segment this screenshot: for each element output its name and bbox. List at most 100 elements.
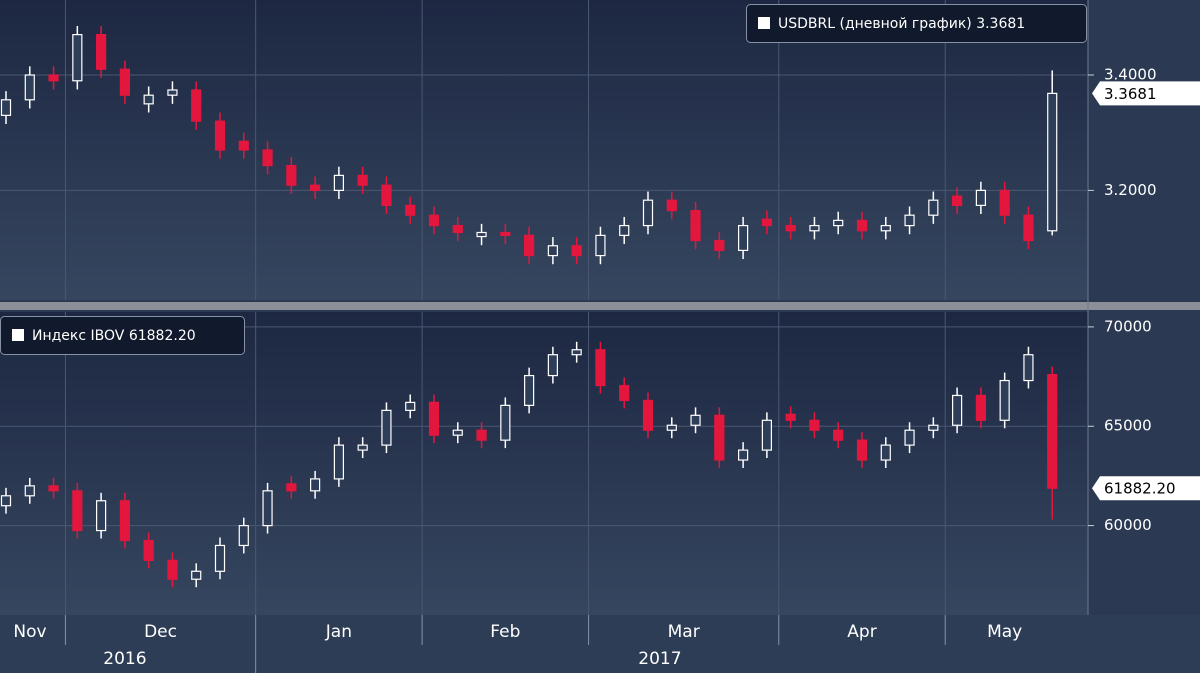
candle-body (714, 414, 725, 461)
candle-body (167, 559, 178, 580)
year-label: 2016 (103, 649, 146, 669)
legend-label: USDBRL (дневной график) 3.3681 (778, 16, 1025, 32)
candle-body (238, 524, 249, 547)
candle-body (428, 214, 440, 227)
candle-body (452, 224, 463, 234)
candle-body (880, 224, 891, 232)
y-tick-label: 3.2000 (1104, 181, 1157, 199)
candle-body (191, 570, 202, 580)
candle-body (833, 429, 844, 441)
legend-label: Индекс IBOV 61882.20 (32, 328, 196, 344)
legend-box (746, 4, 1087, 43)
candle-body (24, 485, 35, 497)
candle-body (880, 444, 891, 461)
candle-body (286, 483, 297, 492)
candle-body (952, 394, 963, 426)
candle-body (904, 214, 915, 227)
candle-body (738, 449, 749, 461)
candle-body (809, 419, 820, 431)
candle-body (500, 231, 511, 236)
month-label: Nov (13, 622, 46, 642)
candle-body (952, 195, 963, 206)
y-tick-label: 60000 (1104, 516, 1152, 534)
month-label: Feb (490, 622, 520, 642)
candle-body (666, 199, 677, 212)
candle-body (0, 495, 12, 507)
candle-body (405, 204, 416, 216)
candle-body (96, 34, 107, 70)
candle-body (928, 199, 939, 216)
last-value-pointer (1092, 476, 1200, 501)
candle-body (666, 424, 677, 431)
candle-body (761, 419, 772, 451)
candle-body (238, 140, 249, 151)
candle-body (381, 184, 392, 206)
x-axis-background (0, 615, 1200, 673)
month-label: May (987, 622, 1022, 642)
candle-body (714, 239, 725, 251)
candles (0, 25, 1058, 265)
candle-body (761, 218, 772, 227)
candle-body (96, 500, 107, 532)
candle-body (143, 94, 154, 105)
candle-body (262, 149, 273, 167)
candle-body (571, 349, 582, 356)
y-tick-label: 3.4000 (1104, 66, 1157, 84)
candle-body (856, 219, 868, 232)
candle-body (1023, 214, 1034, 242)
candle-body (999, 189, 1010, 216)
candle-body (571, 245, 582, 257)
candle-body (310, 184, 321, 191)
legend-box (0, 316, 245, 355)
month-label: Jan (325, 622, 352, 642)
candle-body (833, 219, 844, 227)
last-value-pointer (1092, 81, 1200, 106)
candle-body (524, 234, 535, 257)
candle-body (476, 429, 487, 441)
candle-body (547, 354, 558, 377)
candle-body (381, 409, 392, 446)
candle-body (1023, 354, 1034, 382)
y-tick-label: 65000 (1104, 417, 1152, 435)
last-value-label: 61882.20 (1104, 480, 1176, 498)
candle-body (785, 224, 796, 232)
legend-name: Индекс IBOV (32, 328, 125, 344)
candle-body (405, 401, 416, 411)
candle-body (690, 414, 701, 426)
candle-body (214, 120, 226, 151)
candle-body (619, 224, 630, 236)
month-label: Apr (847, 622, 876, 642)
candle-body (785, 413, 796, 421)
candle-body (452, 429, 463, 436)
year-label: 2017 (638, 649, 681, 669)
candle-body (595, 234, 606, 257)
legend-swatch (758, 17, 770, 29)
candle-body (690, 209, 701, 242)
candle-body (975, 394, 986, 421)
candle-body (119, 500, 130, 542)
candle-body (500, 404, 511, 441)
panel-background (0, 312, 1088, 615)
candle-body (595, 349, 606, 387)
candle-body (1047, 92, 1058, 232)
candle-body (357, 174, 368, 186)
legend-name: USDBRL (дневной график) (778, 16, 972, 32)
candle-body (262, 490, 273, 527)
candle-body (809, 224, 820, 232)
candle-body (856, 439, 868, 461)
candle-body (24, 74, 35, 101)
candle-body (619, 384, 630, 402)
candle-body (904, 429, 915, 446)
candle-body (428, 401, 440, 436)
legend-value: 61882.20 (129, 328, 196, 344)
candle-body (72, 490, 83, 532)
panel-background (0, 0, 1088, 300)
candle-body (72, 34, 83, 82)
legend-value: 3.3681 (976, 16, 1025, 32)
candle-body (167, 89, 178, 96)
legend-swatch (12, 329, 24, 341)
candle-body (48, 485, 59, 492)
candle-body (0, 99, 12, 116)
candle-body (310, 478, 321, 492)
